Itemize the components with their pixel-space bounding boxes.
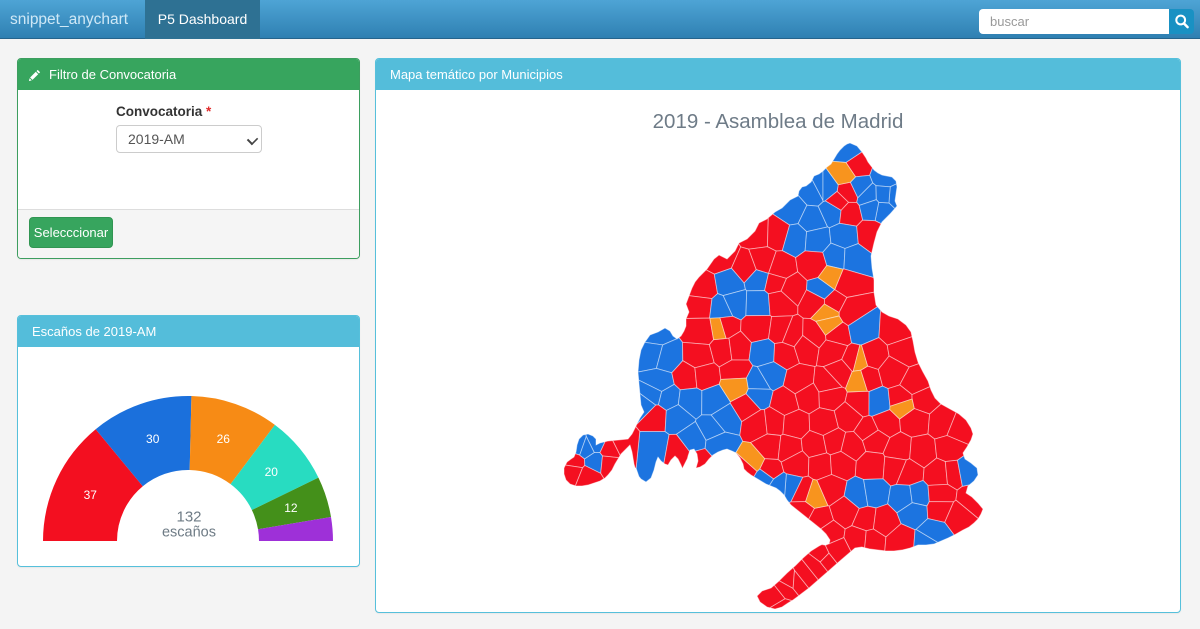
svg-text:escaños: escaños (162, 525, 216, 541)
svg-text:30: 30 (146, 432, 160, 446)
svg-text:132: 132 (176, 509, 201, 526)
svg-text:26: 26 (217, 432, 231, 446)
svg-text:12: 12 (284, 501, 298, 515)
svg-text:20: 20 (265, 465, 279, 479)
svg-text:37: 37 (84, 488, 98, 502)
